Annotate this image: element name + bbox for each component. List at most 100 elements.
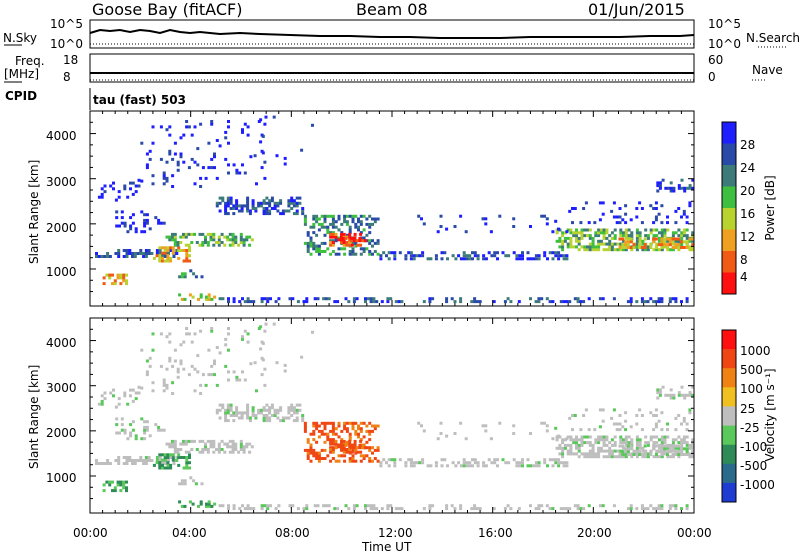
power-cells-cell-995 (691, 248, 695, 252)
velocity-cells-cell-1166 (199, 329, 203, 333)
velocity-cells-cell-700 (394, 507, 398, 511)
power-cells-cell-365 (320, 250, 324, 253)
power-cells-cell-1303 (200, 275, 204, 279)
power-cells-cell-328 (303, 220, 307, 224)
power-cells-cell-143 (165, 235, 169, 239)
velocity-cells-cell-724 (534, 507, 538, 511)
power-cells-cell-71 (155, 254, 159, 258)
power-cells-cell-788 (569, 242, 573, 246)
power-cells-cell-1108 (680, 215, 683, 219)
velocity-cells-cell-35 (155, 456, 159, 459)
velocity-cells-cell-13 (122, 456, 126, 459)
velocity-cells-cell-1185 (227, 370, 230, 374)
power-cells-cell-518 (348, 241, 352, 244)
power-cells-cell-568 (434, 254, 438, 258)
velocity-cells-cell-27 (142, 459, 146, 462)
velocity-cells-cell-556 (409, 464, 413, 468)
power-cells-cell-1283 (498, 214, 502, 218)
velocity-cells-cell-680 (327, 504, 331, 508)
velocity-cb-tick-neg25: -25 (740, 421, 760, 435)
power-cells-cell-882 (622, 234, 625, 238)
power-cells-cell-826 (591, 248, 595, 252)
power-cells-cell-1056 (685, 246, 689, 249)
velocity-cells-cell-601 (507, 461, 511, 465)
power-cells-cell-175 (204, 238, 207, 242)
velocity-cells-cell-859 (608, 449, 612, 453)
power-cells-cell-638 (191, 295, 195, 299)
velocity-cells-cell-117 (123, 431, 127, 435)
velocity-cells-cell-41 (164, 462, 168, 465)
velocity-cells-cell-2 (97, 462, 101, 465)
velocity-cells-cell-94 (171, 453, 175, 457)
velocity-cells-cell-825 (588, 435, 592, 439)
power-cells-cell-593 (487, 251, 491, 255)
power-cells-cell-49 (175, 249, 179, 252)
power-cells-cell-296 (276, 204, 280, 208)
power-cells-cell-660 (249, 300, 253, 304)
velocity-cells-cell-404 (337, 435, 341, 439)
velocity-cells-cell-467 (362, 421, 366, 425)
velocity-cells-cell-802 (577, 455, 581, 459)
velocity-cells-cell-518 (348, 448, 352, 451)
velocity-cells-cell-775 (561, 452, 565, 456)
power-cells-cell-803 (577, 242, 581, 246)
velocity-cells-cell-247 (235, 411, 239, 415)
power-cells-cell-1114 (688, 201, 692, 205)
velocity-cells-cell-986 (682, 435, 686, 439)
velocity-cells-cell-313 (292, 411, 296, 415)
power-colorbar-frame (721, 121, 737, 295)
velocity-cells-cell-135 (145, 425, 149, 429)
power-cells-cell-833 (594, 234, 598, 238)
velocity-cells-cell-544 (382, 458, 386, 462)
nsky-label: N.Sky (3, 31, 38, 45)
power-cells-cell-235 (226, 204, 230, 208)
power-cells-cell-947 (660, 234, 664, 238)
power-cells-cell-14 (125, 255, 129, 258)
power-cells-cell-0 (95, 255, 98, 258)
velocity-cells-cell-628 (557, 458, 561, 462)
velocity-cells-cell-926 (649, 438, 653, 442)
velocity-cells-cell-301 (281, 419, 285, 423)
velocity-cells-cell-1006 (624, 453, 628, 456)
power-cells-cell-674 (305, 300, 309, 304)
velocity-colorbar-swatch-8 (722, 482, 736, 503)
power-cells-cell-688 (364, 300, 367, 304)
power-cells-cell-557 (409, 254, 413, 258)
velocity-cells-cell-230 (224, 416, 228, 420)
velocity-cells-cell-639 (197, 504, 200, 508)
velocity-colorbar-swatch-4 (722, 406, 736, 426)
velocity-cells-cell-242 (229, 403, 233, 407)
velocity-cells-cell-286 (268, 411, 272, 415)
power-cells-cell-1019 (638, 243, 642, 247)
velocity-cells-cell-1003 (621, 453, 625, 456)
power-cells-cell-1211 (259, 118, 263, 122)
velocity-cells-cell-423 (345, 429, 349, 433)
power-cells-cell-362 (317, 228, 321, 232)
velocity-cells-cell-347 (312, 432, 316, 436)
velocity-cells-cell-891 (627, 435, 631, 439)
velocity-cells-cell-3 (100, 462, 104, 465)
power-cells-cell-195 (223, 235, 227, 239)
velocity-cells-cell-1264 (131, 388, 135, 392)
power-cells-cell-1092 (640, 207, 644, 210)
power-cells-cell-954 (663, 231, 667, 235)
power-cells-cell-1075 (610, 209, 614, 213)
power-cells-cell-131 (143, 221, 147, 225)
velocity-cells-cell-629 (559, 461, 563, 465)
velocity-cells-cell-1047 (674, 450, 678, 454)
velocity-cells-cell-1025 (649, 450, 653, 454)
power-cells-cell-1239 (683, 189, 687, 193)
velocity-cells-cell-1063 (571, 428, 574, 432)
power-cells-cell-53 (108, 276, 112, 280)
power-cells-cell-580 (465, 257, 469, 261)
power-cells-cell-1128 (162, 182, 166, 186)
velocity-cells-cell-1209 (253, 361, 257, 365)
power-cells-cell-1039 (666, 243, 669, 247)
power-cells-cell-97 (177, 246, 181, 250)
power-cells-cell-643 (205, 295, 208, 299)
velocity-cells-cell-1189 (232, 370, 236, 374)
power-cells-cell-135 (145, 218, 149, 222)
velocity-cells-cell-687 (355, 504, 359, 508)
power-cells-cell-768 (555, 231, 559, 235)
velocity-cb-tick-500: 500 (740, 363, 763, 377)
